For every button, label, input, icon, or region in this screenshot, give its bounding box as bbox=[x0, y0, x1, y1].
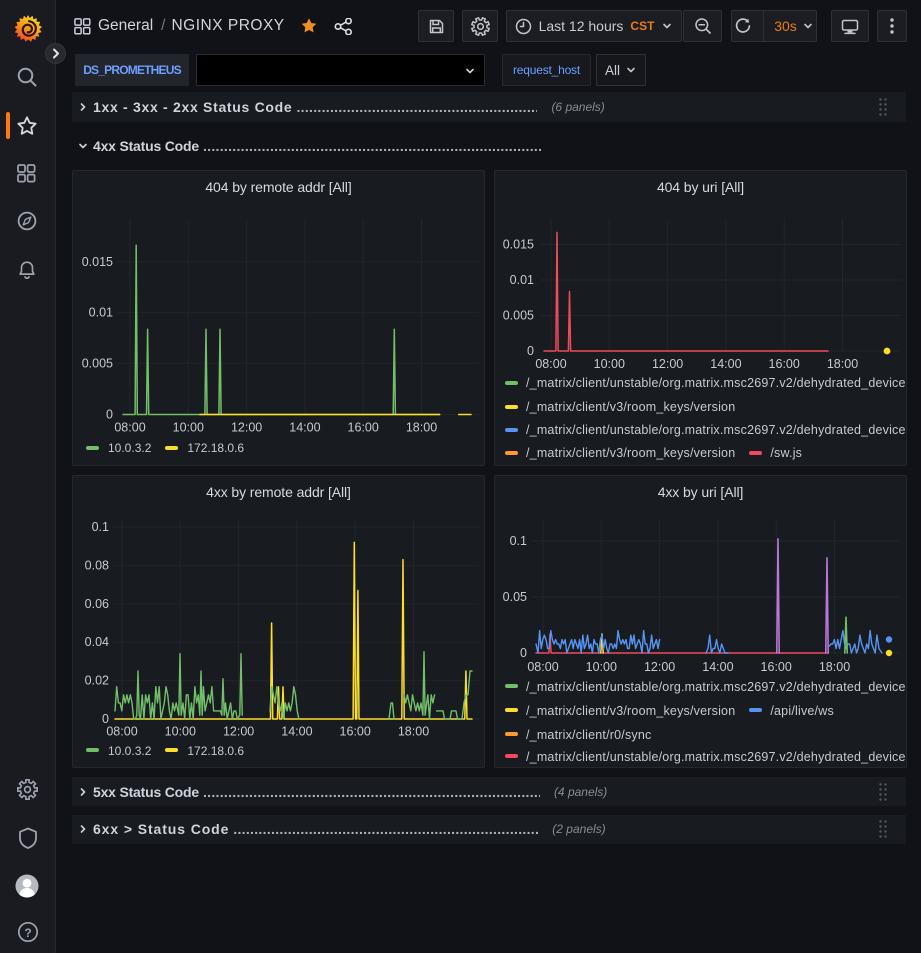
svg-text:0: 0 bbox=[102, 712, 109, 726]
svg-text:16:00: 16:00 bbox=[761, 660, 792, 674]
svg-text:14:00: 14:00 bbox=[710, 357, 741, 371]
svg-text:16:00: 16:00 bbox=[340, 724, 371, 738]
svg-text:0.05: 0.05 bbox=[503, 590, 527, 604]
svg-text:?: ? bbox=[24, 926, 31, 940]
svg-text:14:00: 14:00 bbox=[702, 660, 733, 674]
svg-text:14:00: 14:00 bbox=[289, 421, 320, 435]
svg-text:16:00: 16:00 bbox=[348, 421, 379, 435]
svg-text:18:00: 18:00 bbox=[406, 421, 437, 435]
svg-text:08:00: 08:00 bbox=[114, 421, 145, 435]
svg-text:10:00: 10:00 bbox=[586, 660, 617, 674]
svg-text:0.015: 0.015 bbox=[82, 255, 113, 269]
svg-text:0.01: 0.01 bbox=[510, 273, 534, 287]
svg-text:08:00: 08:00 bbox=[106, 724, 137, 738]
svg-text:18:00: 18:00 bbox=[398, 724, 429, 738]
svg-text:12:00: 12:00 bbox=[652, 357, 683, 371]
svg-text:12:00: 12:00 bbox=[231, 421, 262, 435]
svg-text:0.005: 0.005 bbox=[503, 309, 534, 323]
svg-text:0.1: 0.1 bbox=[510, 534, 527, 548]
svg-text:0.04: 0.04 bbox=[85, 635, 109, 649]
svg-text:08:00: 08:00 bbox=[527, 660, 558, 674]
svg-text:08:00: 08:00 bbox=[535, 357, 566, 371]
svg-text:14:00: 14:00 bbox=[281, 724, 312, 738]
svg-text:16:00: 16:00 bbox=[769, 357, 800, 371]
svg-text:18:00: 18:00 bbox=[819, 660, 850, 674]
svg-text:0.08: 0.08 bbox=[85, 558, 109, 572]
svg-text:0.02: 0.02 bbox=[85, 673, 109, 687]
svg-text:0.06: 0.06 bbox=[85, 596, 109, 610]
svg-text:0.015: 0.015 bbox=[503, 238, 534, 252]
svg-text:0.1: 0.1 bbox=[92, 520, 109, 534]
svg-text:0: 0 bbox=[527, 344, 534, 358]
svg-text:10:00: 10:00 bbox=[173, 421, 204, 435]
svg-text:18:00: 18:00 bbox=[827, 357, 858, 371]
svg-text:10:00: 10:00 bbox=[165, 724, 196, 738]
svg-text:12:00: 12:00 bbox=[644, 660, 675, 674]
svg-text:0: 0 bbox=[106, 408, 113, 422]
svg-text:10:00: 10:00 bbox=[594, 357, 625, 371]
svg-text:0.01: 0.01 bbox=[89, 306, 113, 320]
svg-text:0: 0 bbox=[520, 646, 527, 660]
svg-text:12:00: 12:00 bbox=[223, 724, 254, 738]
svg-text:0.005: 0.005 bbox=[82, 356, 113, 370]
